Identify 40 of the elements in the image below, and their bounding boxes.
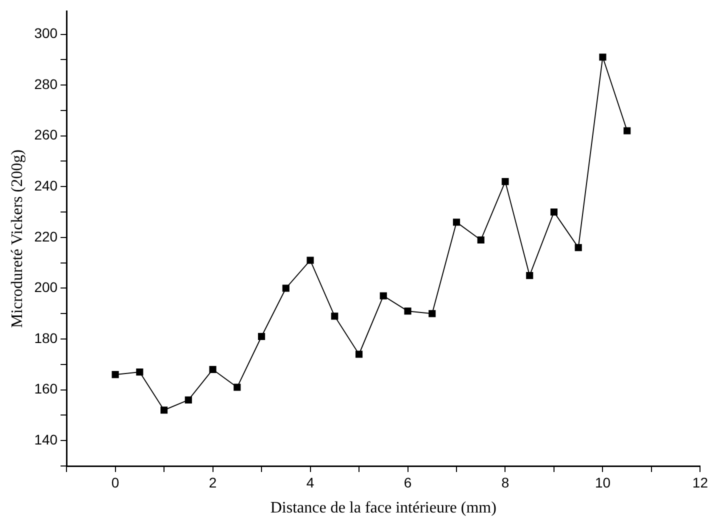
y-axis-title: Microdureté Vickers (200g) [8,150,26,328]
x-tick-label: 6 [404,474,412,490]
y-tick-label: 220 [34,228,58,244]
x-tick-label: 2 [208,474,217,490]
point [380,292,387,300]
x-tick-label: 4 [306,474,314,490]
y-tick-label: 260 [34,126,58,143]
point [428,310,436,318]
point [452,218,460,226]
point [136,368,144,376]
y-tick-label: 300 [34,25,58,42]
point [306,256,314,264]
point [112,371,119,378]
x-tick-label: 8 [501,474,510,490]
point [574,244,582,252]
x-tick-label: 0 [111,474,120,490]
y-tick-label: 160 [34,380,58,397]
point [477,236,484,244]
x-tick-label: 10 [594,474,611,490]
point [184,396,192,404]
point [502,178,509,186]
point [404,308,412,315]
point [550,208,558,216]
point [599,54,606,61]
point [160,406,168,414]
point [282,284,290,292]
point [331,312,338,320]
y-tick-label: 180 [34,330,58,346]
point [258,332,266,340]
y-tick-label: 280 [34,76,58,92]
y-tick-label: 200 [34,279,58,296]
x-axis-title: Distance de la face intérieure (mm) [270,500,496,517]
point [624,127,631,134]
point [526,272,534,280]
y-tick-label: 140 [34,431,58,448]
point [209,366,216,374]
y-tick-label: 240 [34,177,58,194]
point [355,350,363,358]
point [234,384,241,391]
x-tick-label: 12 [692,474,708,490]
